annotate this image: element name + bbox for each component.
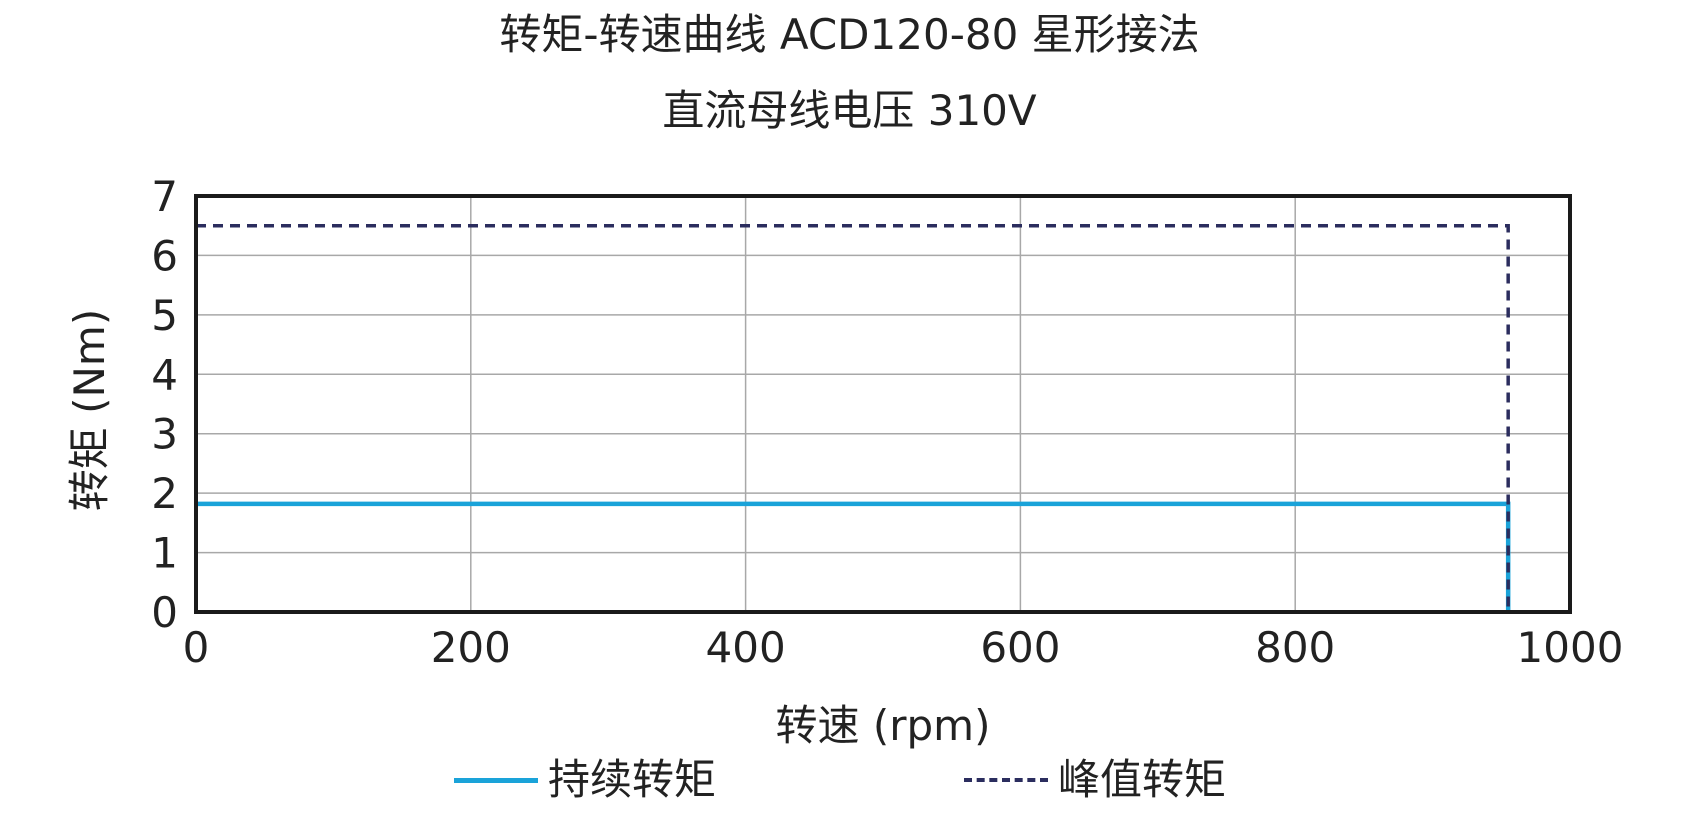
x-tick-label-0: 0 bbox=[183, 623, 210, 672]
x-tick-label-3: 600 bbox=[980, 623, 1060, 672]
chart-title: 转矩-转速曲线 ACD120-80 星形接法 bbox=[499, 10, 1200, 59]
y-tick-label-2: 2 bbox=[151, 469, 178, 518]
y-tick-label-1: 1 bbox=[151, 529, 178, 578]
y-tick-label-6: 6 bbox=[151, 231, 178, 280]
legend-label-continuous: 持续转矩 bbox=[548, 755, 717, 804]
x-axis-label: 转速 (rpm) bbox=[776, 701, 991, 750]
legend-swatch-peak bbox=[964, 778, 1048, 782]
legend-label-peak: 峰值转矩 bbox=[1058, 755, 1227, 804]
chart-subtitle: 直流母线电压 310V bbox=[662, 86, 1037, 135]
x-tick-label-5: 1000 bbox=[1517, 623, 1624, 672]
x-tick-label-4: 800 bbox=[1255, 623, 1335, 672]
y-tick-label-5: 5 bbox=[151, 291, 178, 340]
y-tick-label-4: 4 bbox=[151, 350, 178, 399]
series-line-peak bbox=[196, 223, 1510, 612]
legend-item-peak: 峰值转矩 bbox=[964, 755, 1226, 805]
legend-swatch-continuous bbox=[454, 777, 538, 783]
x-tick-label-1: 200 bbox=[431, 623, 511, 672]
y-axis-label: 转矩 (Nm) bbox=[65, 309, 114, 511]
legend-item-continuous: 持续转矩 bbox=[454, 755, 716, 805]
y-tick-label-3: 3 bbox=[151, 410, 178, 459]
x-tick-label-2: 400 bbox=[706, 623, 786, 672]
y-tick-label-0: 0 bbox=[151, 588, 178, 637]
grid bbox=[196, 196, 1570, 612]
y-tick-label-7: 7 bbox=[151, 172, 178, 221]
plot-frame bbox=[194, 194, 1572, 614]
series-line-continuous bbox=[196, 501, 1511, 612]
series-lines bbox=[196, 223, 1511, 612]
